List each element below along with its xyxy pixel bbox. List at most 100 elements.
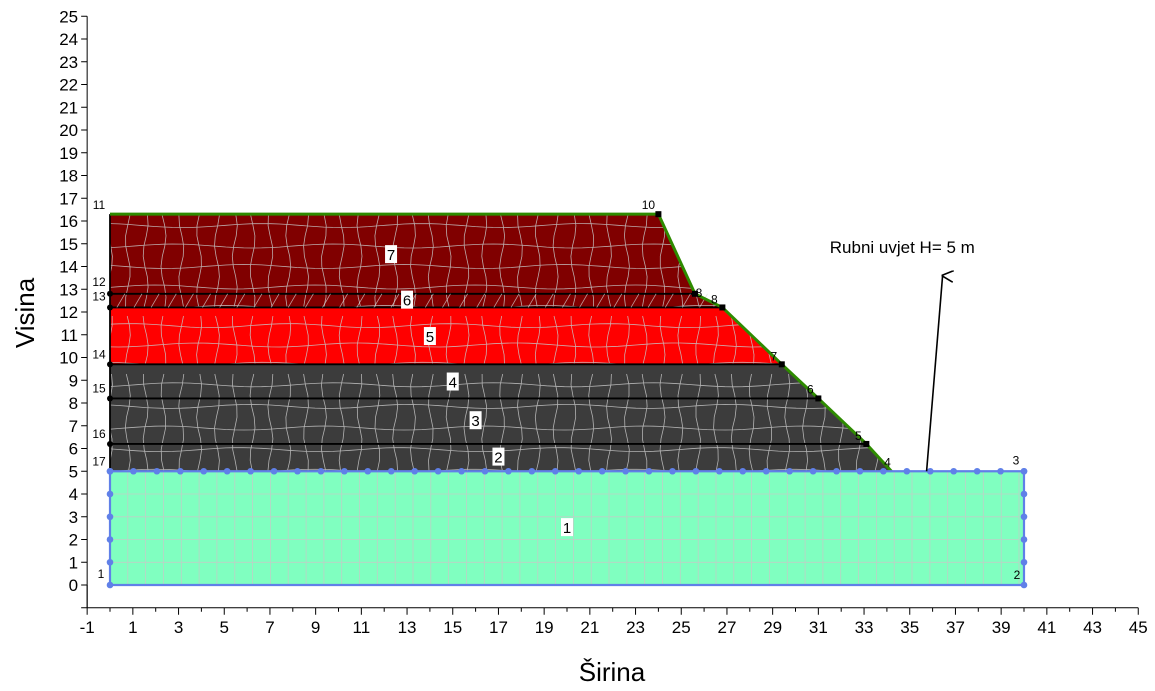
y-tick-label: 13: [59, 280, 78, 299]
mesh-line-vertical: [178, 373, 185, 472]
y-tick-label: 12: [59, 303, 78, 322]
boundary-node: [880, 467, 887, 475]
mesh-line-vertical: [641, 373, 648, 472]
hatch-stroke: [219, 293, 229, 308]
mesh-line-vertical: [588, 215, 594, 308]
mesh-line-vertical: [160, 315, 167, 365]
boundary-condition: Rubni uvjet H= 5 m: [830, 238, 975, 472]
boundary-node: [106, 467, 114, 475]
boundary-node: [716, 467, 723, 475]
mesh-line-vertical: [338, 315, 345, 365]
hatch-stroke: [544, 293, 554, 308]
mesh-line-vertical: [499, 215, 506, 308]
region-label-5: 5: [423, 327, 436, 346]
x-tick-label: 41: [1037, 618, 1056, 637]
mesh-line-vertical: [321, 315, 327, 365]
region-label-3: 3: [469, 411, 482, 430]
x-tick-label: -1: [80, 618, 95, 637]
mesh-line-vertical: [445, 215, 452, 308]
mesh-line-vertical: [178, 315, 184, 365]
region-label-box: [385, 245, 398, 264]
mesh-line-vertical: [730, 373, 737, 472]
y-tick-label: 25: [59, 7, 78, 26]
y-tick-label: 16: [59, 212, 78, 231]
boundary-node: [645, 467, 653, 475]
mesh-line-vertical: [659, 315, 666, 365]
mesh-line-horizontal: [110, 323, 782, 329]
hatch-stroke: [236, 293, 246, 308]
boundary-node: [833, 467, 840, 475]
hatch-stroke: [630, 293, 640, 308]
mesh-line-vertical: [410, 215, 416, 308]
mesh-line-vertical: [356, 215, 363, 308]
x-tick-label: 35: [900, 618, 919, 637]
layer-lines: [108, 212, 1026, 587]
region-label-6: 6: [401, 290, 414, 310]
hatch-stroke: [562, 293, 571, 308]
x-tick-label: 27: [717, 618, 736, 637]
mesh-line-vertical: [410, 373, 416, 472]
mesh-line-vertical: [534, 215, 541, 308]
x-tick-label: 19: [535, 618, 554, 637]
mesh-line-vertical: [641, 215, 648, 308]
boundary-node: [341, 467, 348, 475]
point-node: [107, 440, 113, 447]
mesh-line-vertical: [552, 215, 559, 308]
region-label-text: 7: [387, 247, 395, 264]
point-node: [778, 361, 785, 368]
mesh-region-5: [110, 315, 782, 365]
mesh-line-vertical: [623, 215, 630, 308]
y-tick-label: 14: [59, 258, 78, 277]
region-6-hatch: [116, 293, 708, 308]
boundary-node: [856, 467, 864, 475]
y-tick-label: 22: [59, 76, 78, 95]
mesh-line-vertical: [160, 215, 167, 308]
region-label-4: 4: [446, 372, 459, 392]
x-tick-label: 43: [1083, 618, 1102, 637]
boundary-node: [762, 467, 770, 475]
point-label: 1: [98, 567, 105, 581]
boundary-node: [364, 467, 372, 475]
x-tick-label: 5: [220, 618, 229, 637]
point-label: 12: [92, 275, 106, 289]
x-tick-label: 17: [489, 618, 508, 637]
mesh-line-vertical: [534, 373, 541, 472]
mesh-line-vertical: [552, 373, 559, 472]
mesh-line-vertical: [232, 315, 238, 365]
boundary-condition-arrow: [925, 276, 943, 472]
mesh-line-vertical: [231, 373, 238, 472]
mesh-line-vertical: [731, 315, 737, 365]
region-label-box: [423, 327, 436, 346]
y-tick-label: 18: [59, 167, 78, 186]
hatch-stroke: [476, 293, 486, 308]
y-tick-label: 2: [69, 531, 78, 550]
hatch-stroke: [390, 293, 400, 308]
mesh-line-vertical: [196, 373, 203, 472]
mesh-line-vertical: [766, 373, 773, 472]
x-tick-label: 23: [626, 618, 645, 637]
hatch-stroke: [442, 293, 451, 308]
point-label: 8: [711, 292, 718, 306]
mesh-line-vertical: [606, 215, 612, 308]
hatch-stroke: [424, 293, 434, 308]
y-tick-label: 11: [60, 326, 78, 345]
mesh-line-vertical: [303, 373, 309, 472]
mesh-line-vertical: [713, 373, 719, 472]
hatch-stroke: [185, 293, 194, 308]
point-label: 7: [770, 349, 777, 363]
boundary-node: [1020, 513, 1028, 521]
mesh-line-vertical: [570, 215, 577, 308]
boundary-node: [528, 467, 536, 475]
y-tick-label: 17: [59, 189, 78, 208]
hatch-stroke: [596, 293, 606, 308]
region-label-box: [446, 372, 459, 391]
boundary-node: [247, 467, 254, 475]
region-label-box: [561, 518, 573, 537]
point-label: 8: [696, 286, 703, 300]
hatch-stroke: [579, 293, 588, 308]
boundary-node: [1020, 581, 1028, 589]
hatch-stroke: [682, 293, 691, 308]
point-label: 16: [92, 427, 106, 441]
hatch-stroke: [664, 293, 674, 308]
